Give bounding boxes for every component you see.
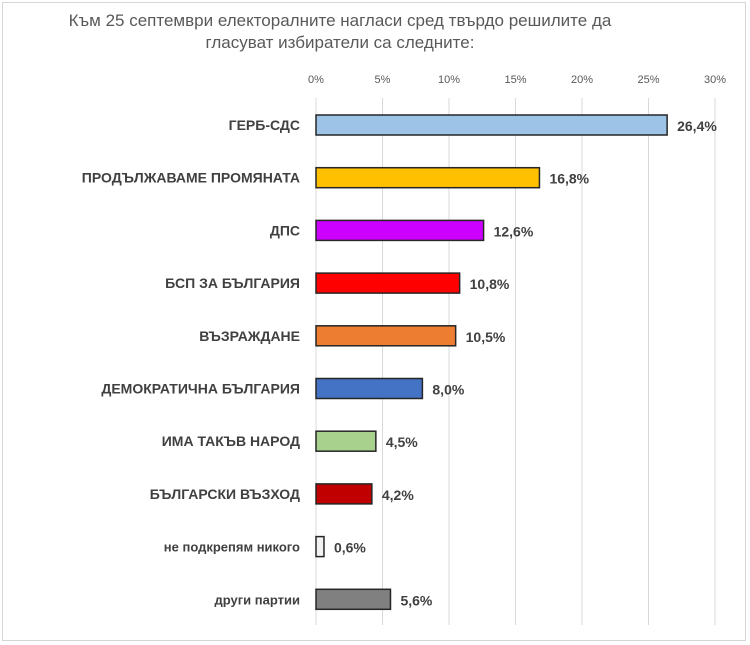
bar	[315, 272, 461, 294]
category-label: ИМА ТАКЪВ НАРОД	[162, 433, 300, 449]
category-label: ДЕМОКРАТИЧНА БЪЛГАРИЯ	[101, 381, 300, 397]
x-tick-label: 10%	[438, 74, 460, 86]
bar	[315, 377, 424, 400]
category-label: други партии	[215, 592, 300, 607]
data-label: 12,6%	[494, 223, 534, 239]
x-tick-label: 15%	[504, 74, 526, 86]
x-tick-label: 25%	[637, 74, 659, 86]
data-label: 16,8%	[549, 171, 589, 187]
category-label: БСП ЗА БЪЛГАРИЯ	[165, 275, 300, 291]
x-tick-label: 0%	[308, 74, 324, 86]
bar	[315, 114, 668, 136]
chart-title: Към 25 септември електоралните нагласи с…	[68, 11, 612, 52]
data-label: 4,5%	[386, 434, 418, 450]
category-label: ГЕРБ-СДС	[229, 117, 300, 133]
data-label: 0,6%	[334, 540, 366, 556]
bar	[315, 483, 373, 505]
data-label: 26,4%	[677, 118, 717, 134]
category-label: БЪЛГАРСКИ ВЪЗХОД	[150, 486, 300, 502]
category-label: ВЪЗРАЖДАНЕ	[199, 328, 300, 344]
x-tick-label: 20%	[571, 74, 593, 86]
category-label: не подкрепям никого	[164, 540, 300, 555]
bar	[315, 535, 325, 558]
bar	[315, 219, 485, 242]
data-label: 4,2%	[382, 487, 414, 503]
data-label: 10,5%	[466, 329, 506, 345]
x-tick-label: 30%	[704, 74, 726, 86]
bar	[315, 166, 541, 189]
data-label: 5,6%	[400, 592, 432, 608]
category-label: ДПС	[270, 222, 300, 238]
bar	[315, 325, 457, 347]
category-label: ПРОДЪЛЖАВАМЕ ПРОМЯНАТА	[82, 170, 300, 186]
data-label: 10,8%	[470, 276, 510, 292]
x-tick-label: 5%	[375, 74, 391, 86]
data-label: 8,0%	[432, 382, 464, 398]
bar	[315, 430, 377, 452]
bar	[315, 588, 392, 611]
